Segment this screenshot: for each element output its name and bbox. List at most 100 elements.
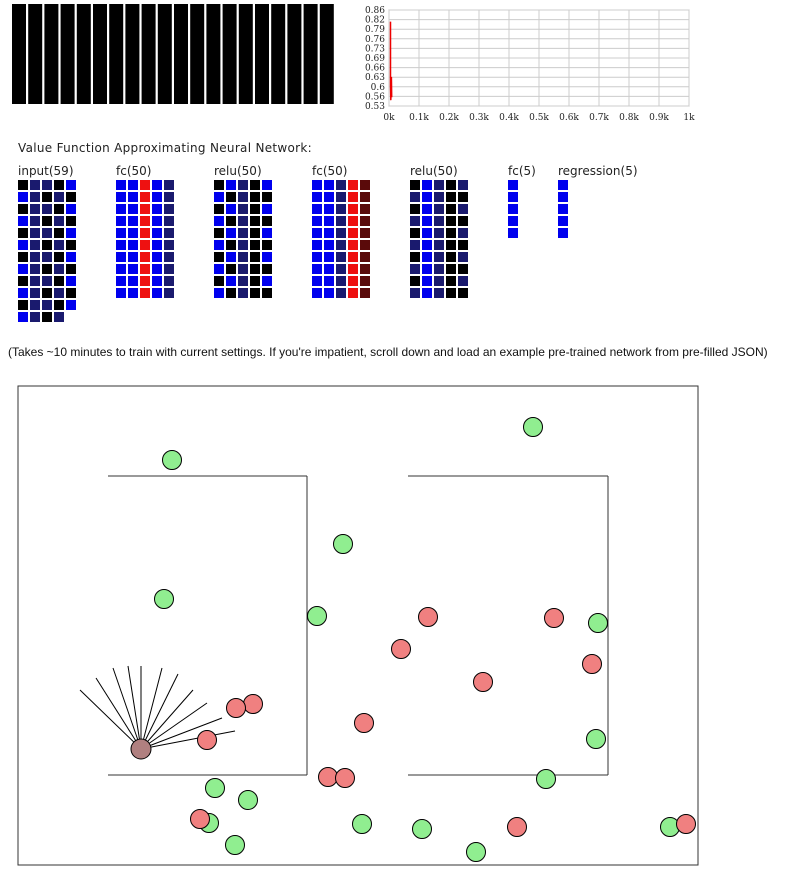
neuron-cell: [422, 180, 432, 190]
neuron-cell: [66, 264, 76, 274]
neuron-cell: [66, 252, 76, 262]
neuron-cell: [410, 216, 420, 226]
neuron-cell: [250, 264, 260, 274]
food-item-bad: [544, 608, 564, 628]
neuron-cell: [54, 204, 64, 214]
neuron-cell: [30, 312, 40, 322]
neuron-cell: [66, 216, 76, 226]
neuron-cell: [324, 204, 334, 214]
neuron-cell: [446, 192, 456, 202]
neuron-cell: [312, 264, 322, 274]
x-tick-label: 0k: [383, 113, 395, 123]
neuron-cell: [508, 192, 518, 202]
layer-label: fc(50): [312, 164, 347, 178]
neuron-cell: [458, 216, 468, 226]
neuron-cell: [66, 192, 76, 202]
food-item-bad: [190, 809, 210, 829]
neuron-cell: [360, 228, 370, 238]
neuron-cell: [238, 264, 248, 274]
x-tick-label: 0.9k: [649, 113, 669, 123]
neuron-cell: [558, 204, 568, 214]
neuron-cell: [458, 252, 468, 262]
neuron-cell: [152, 240, 162, 250]
sensor-ray: [140, 717, 223, 750]
neuron-cell: [42, 216, 52, 226]
neuron-cell: [336, 192, 346, 202]
neuron-cell: [214, 276, 224, 286]
neuron-cell: [18, 204, 28, 214]
neuron-cell: [152, 204, 162, 214]
layer-label: regression(5): [558, 164, 638, 178]
neuron-cell: [226, 180, 236, 190]
neuron-cell: [128, 192, 138, 202]
reward-bar: [125, 4, 140, 104]
y-tick-label: 0.82: [365, 16, 385, 26]
neuron-cell: [410, 228, 420, 238]
neuron-cell: [152, 180, 162, 190]
neuron-cell: [54, 276, 64, 286]
sensor-ray: [140, 730, 236, 750]
sensor-ray: [112, 667, 142, 750]
neuron-cell: [336, 276, 346, 286]
neuron-cell: [164, 276, 174, 286]
food-item-good: [536, 769, 556, 789]
neuron-cell: [250, 216, 260, 226]
y-tick-label: 0.73: [365, 44, 385, 54]
neuron-cell: [336, 204, 346, 214]
layer-label: relu(50): [214, 164, 262, 178]
neuron-cell: [262, 204, 272, 214]
neuron-cell: [214, 192, 224, 202]
x-tick-label: 0.5k: [529, 113, 549, 123]
neuron-cell: [54, 300, 64, 310]
neuron-cell: [238, 240, 248, 250]
x-tick-label: 0.2k: [439, 113, 459, 123]
neuron-cell: [18, 300, 28, 310]
reward-bar: [109, 4, 124, 104]
neuron-cell: [360, 216, 370, 226]
neuron-cell: [152, 264, 162, 274]
neuron-cell: [446, 276, 456, 286]
food-item-good: [523, 417, 543, 437]
neuron-cell: [128, 228, 138, 238]
x-tick-label: 1k: [683, 113, 695, 123]
neuron-cell: [434, 228, 444, 238]
food-item-good: [225, 835, 245, 855]
reward-graph: 0k 0.1k 0.2k 0.3k 0.4k 0.5k 0.6k 0.7k 0.8k 0.9k 1k…: [365, 6, 695, 123]
neuron-cell: [312, 216, 322, 226]
neuron-cell: [140, 252, 150, 262]
neuron-cell: [348, 192, 358, 202]
neuron-cell: [360, 192, 370, 202]
x-tick-label: 0.1k: [409, 113, 429, 123]
neuron-cell: [336, 240, 346, 250]
neuron-cell: [18, 276, 28, 286]
neuron-cell: [214, 228, 224, 238]
neuron-cell: [30, 252, 40, 262]
neuron-cell: [128, 288, 138, 298]
neuron-cell: [336, 252, 346, 262]
neuron-cell: [508, 216, 518, 226]
neuron-cell: [410, 252, 420, 262]
y-tick-label: 0.63: [365, 73, 385, 83]
neuron-cell: [238, 276, 248, 286]
y-tick-label: 0.69: [365, 54, 385, 64]
neuron-cell: [140, 192, 150, 202]
neuron-cell: [262, 216, 272, 226]
neuron-cell: [18, 192, 28, 202]
neuron-cell: [18, 252, 28, 262]
neuron-cell: [360, 204, 370, 214]
neuron-cell: [238, 204, 248, 214]
neuron-cell: [226, 216, 236, 226]
neuron-cell: [458, 288, 468, 298]
neuron-cell: [446, 240, 456, 250]
neuron-cell: [30, 228, 40, 238]
neuron-cell: [140, 276, 150, 286]
neuron-cell: [30, 204, 40, 214]
reward-bar: [174, 4, 188, 104]
neuron-cell: [128, 276, 138, 286]
neuron-cell: [250, 288, 260, 298]
reward-bar: [76, 4, 91, 104]
neuron-cell: [446, 264, 456, 274]
neuron-cell: [458, 240, 468, 250]
neuron-cell: [140, 288, 150, 298]
neuron-cell: [30, 180, 40, 190]
